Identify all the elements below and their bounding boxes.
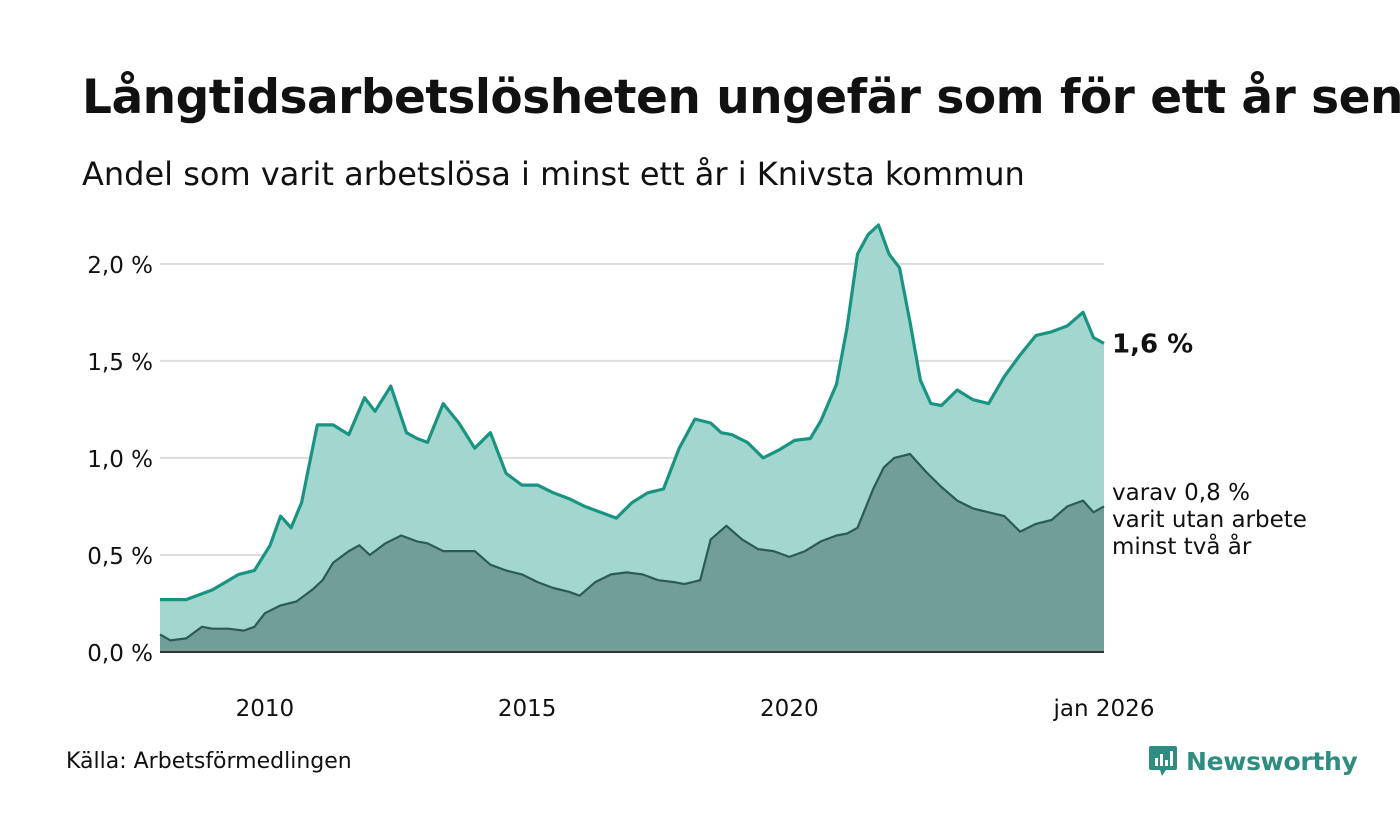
y-tick-label: 0,0 % — [87, 641, 153, 667]
y-tick-label: 1,5 % — [87, 350, 153, 376]
x-tick-label: 2020 — [760, 696, 819, 722]
source-note: Källa: Arbetsförmedlingen — [66, 749, 352, 774]
x-tick-label: jan 2026 — [1053, 696, 1155, 722]
series-long-term-line — [160, 223, 1105, 602]
newsworthy-logo-icon — [1149, 746, 1177, 776]
series-areas — [159, 223, 1105, 652]
chart-labels: 0,0 % 0,5 % 1,0 % 1,5 % 2,0 % 2010 2015 2020 jan… — [87, 253, 1307, 722]
brand-name: Newsworthy — [1186, 746, 1358, 776]
y-tick-label: 2,0 % — [87, 253, 153, 279]
end-annotation-line: varit utan arbete — [1112, 507, 1307, 533]
end-annotation-line: minst två år — [1112, 532, 1252, 560]
series-two-years-line — [159, 452, 1105, 642]
end-value-label: 1,6 % — [1112, 329, 1193, 359]
chart-subtitle: Andel som varit arbetslösa i minst ett å… — [82, 155, 1025, 193]
y-tick-label: 1,0 % — [87, 447, 153, 473]
y-tick-label: 0,5 % — [87, 544, 153, 570]
brand-logo: Newsworthy — [1148, 744, 1358, 778]
x-tick-label: 2015 — [498, 696, 557, 722]
chart-title: Långtidsarbetslösheten ungefär som för e… — [82, 70, 1400, 125]
end-annotation-line: varav 0,8 % — [1112, 480, 1250, 506]
x-tick-label: 2010 — [236, 696, 295, 722]
